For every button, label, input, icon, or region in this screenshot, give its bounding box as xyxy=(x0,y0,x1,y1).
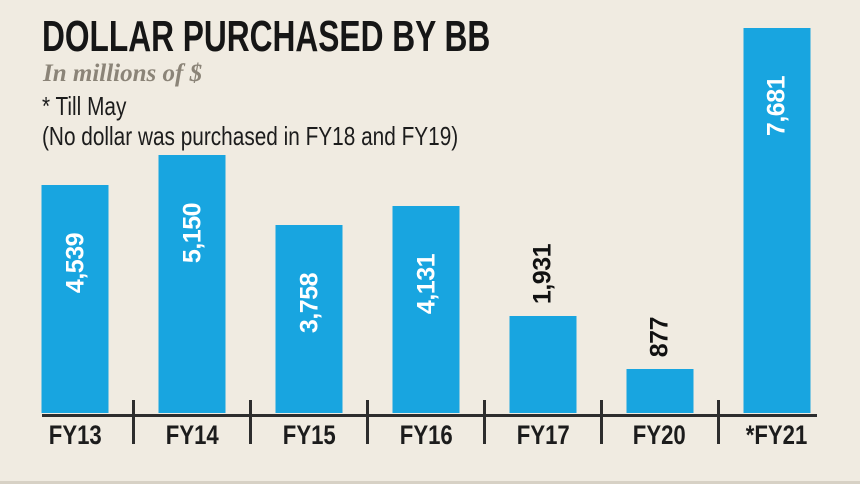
bar-cell-FY16: 4,131 xyxy=(368,0,485,413)
bar-cell-FY14: 5,150 xyxy=(134,0,251,413)
x-axis-label-FY21: *FY21 xyxy=(745,420,808,450)
note-till-may: * Till May xyxy=(42,91,127,121)
x-axis-label-FY16: FY16 xyxy=(399,420,453,450)
x-axis-tick xyxy=(366,400,370,444)
x-axis-labels: FY13 FY14 FY15 FY16 FY17 FY20 *FY21 xyxy=(17,420,835,452)
bar-cell-FY13: 4,539 xyxy=(17,0,134,413)
bar-FY16: 4,131 xyxy=(392,206,460,413)
bar-cell-FY20: 877 xyxy=(601,0,718,413)
bar-cell-FY15: 3,758 xyxy=(251,0,368,413)
x-axis-tick xyxy=(132,400,136,444)
bar-chart-plot-area: 4,539 5,150 3,758 4,131 1,931 877 7,681 xyxy=(17,0,835,413)
x-axis-tick xyxy=(716,400,720,444)
bar-FY17: 1,931 xyxy=(509,244,577,413)
bar-value-label-FY20: 877 xyxy=(645,316,674,357)
bar-FY14: 5,150 xyxy=(158,155,226,413)
x-axis-label-FY20: FY20 xyxy=(633,420,687,450)
bar-value-label-FY17: 1,931 xyxy=(528,243,557,304)
chart-subtitle: In millions of $ xyxy=(43,60,203,87)
x-axis-label-FY13: FY13 xyxy=(48,420,102,450)
bar-value-label-FY14: 5,150 xyxy=(178,203,207,264)
x-axis-label-FY14: FY14 xyxy=(165,420,219,450)
bar-value-label-FY21: 7,681 xyxy=(762,76,791,137)
bar-value-label-FY16: 4,131 xyxy=(411,254,440,315)
bar-chart-cells: 4,539 5,150 3,758 4,131 1,931 877 7,681 xyxy=(17,0,835,413)
x-axis-tick xyxy=(599,400,603,444)
bar-FY13: 4,539 xyxy=(41,185,109,413)
x-axis-label-FY17: FY17 xyxy=(516,420,570,450)
x-axis-line xyxy=(42,414,817,417)
x-axis-tick xyxy=(249,400,253,444)
bar-FY15: 3,758 xyxy=(275,225,343,413)
bar-FY20: 877 xyxy=(626,317,694,413)
note-no-purchase-fy18-fy19: (No dollar was purchased in FY18 and FY1… xyxy=(42,121,459,151)
bar-cell-FY17: 1,931 xyxy=(484,0,601,413)
chart-title: DOLLAR PURCHASED BY BB xyxy=(42,12,491,61)
bar-cell-FY21: 7,681 xyxy=(718,0,835,413)
bottom-edge-rule xyxy=(0,481,860,484)
x-axis-tick xyxy=(482,400,486,444)
bar-FY21: 7,681 xyxy=(743,28,811,413)
bar-value-label-FY15: 3,758 xyxy=(295,273,324,334)
x-axis-label-FY15: FY15 xyxy=(282,420,336,450)
bar-value-label-FY13: 4,539 xyxy=(61,233,90,294)
